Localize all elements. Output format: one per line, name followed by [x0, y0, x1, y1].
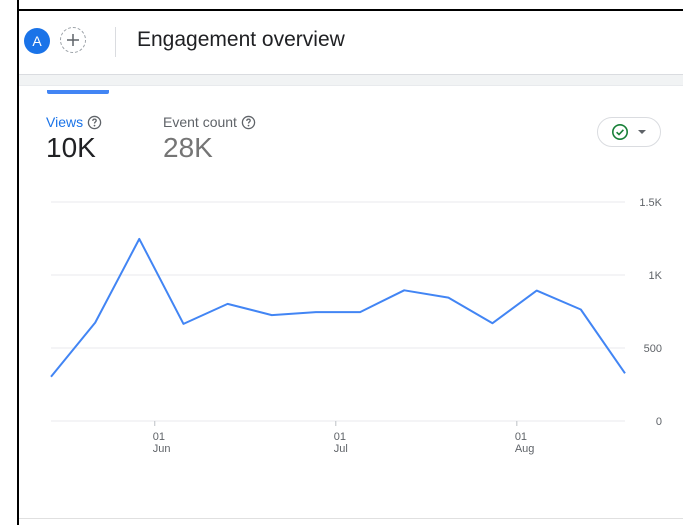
page-title: Engagement overview	[137, 28, 345, 51]
caret-down-icon	[638, 130, 646, 134]
section-gap	[19, 75, 683, 85]
x-tick-day: 01	[153, 431, 165, 443]
check-circle-icon	[612, 124, 628, 140]
x-tick-month: Jun	[153, 443, 171, 455]
metric-views[interactable]: Views 10K	[46, 114, 102, 164]
help-circle-icon[interactable]	[241, 115, 256, 130]
comparison-status-dropdown[interactable]	[597, 117, 661, 147]
card-bottom-border	[19, 518, 683, 519]
metric-event-count-label: Event count	[163, 114, 237, 130]
metric-event-count-value: 28K	[163, 132, 213, 163]
x-tick-day: 01	[334, 431, 346, 443]
add-comparison-button[interactable]	[60, 27, 86, 53]
help-circle-icon[interactable]	[87, 115, 102, 130]
header-bar: A Engagement overview	[19, 11, 683, 75]
window-border-left	[17, 0, 19, 525]
y-tick-label: 1K	[649, 270, 663, 282]
header-divider	[115, 27, 116, 57]
x-tick-day: 01	[515, 431, 527, 443]
metric-event-count[interactable]: Event count 28K	[163, 114, 256, 164]
metric-views-value: 10K	[46, 132, 96, 163]
selected-tab-indicator	[47, 90, 109, 94]
avatar[interactable]: A	[24, 28, 50, 54]
x-tick-month: Jul	[334, 443, 348, 455]
y-tick-label: 500	[644, 343, 662, 355]
plus-icon	[67, 34, 79, 46]
series-line-views	[50, 237, 626, 378]
metric-views-label: Views	[46, 114, 84, 130]
avatar-letter: A	[32, 33, 42, 49]
window-border-top	[17, 9, 683, 11]
y-tick-label: 0	[656, 416, 662, 428]
y-tick-label: 1.5K	[639, 197, 662, 209]
x-tick-month: Aug	[515, 443, 535, 455]
